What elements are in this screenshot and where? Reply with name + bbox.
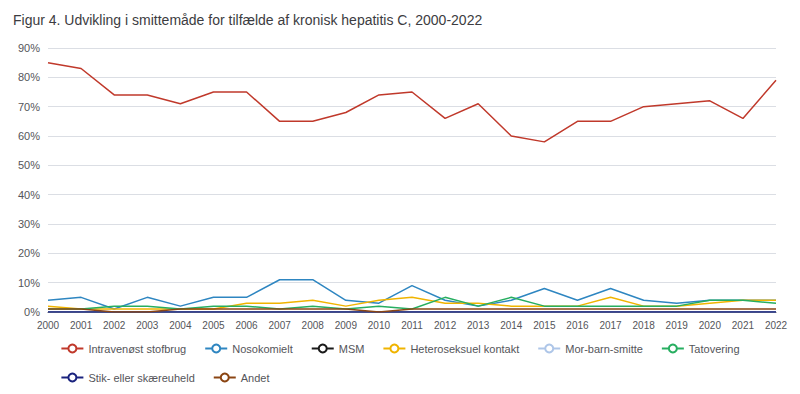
svg-text:Tatovering: Tatovering [689,343,740,355]
svg-text:0%: 0% [24,306,40,318]
svg-text:2020: 2020 [699,320,722,331]
svg-text:70%: 70% [18,101,40,113]
svg-text:2004: 2004 [169,320,192,331]
svg-text:2022: 2022 [765,320,788,331]
svg-text:2007: 2007 [269,320,292,331]
svg-text:2017: 2017 [599,320,622,331]
svg-text:60%: 60% [18,130,40,142]
svg-text:Figur 4. Udvikling i smittemåd: Figur 4. Udvikling i smittemåde for tilf… [13,12,482,28]
svg-text:2014: 2014 [500,320,523,331]
svg-text:50%: 50% [18,159,40,171]
svg-text:2018: 2018 [633,320,656,331]
svg-text:2013: 2013 [467,320,490,331]
svg-text:20%: 20% [18,247,40,259]
svg-text:2002: 2002 [103,320,126,331]
svg-text:2021: 2021 [732,320,755,331]
svg-text:Andet: Andet [241,372,270,384]
svg-text:MSM: MSM [339,343,365,355]
svg-text:2010: 2010 [368,320,391,331]
svg-text:2009: 2009 [335,320,358,331]
svg-text:2003: 2003 [136,320,159,331]
svg-text:Nosokomielt: Nosokomielt [232,343,293,355]
svg-text:Stik- eller skæreuheld: Stik- eller skæreuheld [88,372,194,384]
svg-text:2016: 2016 [566,320,589,331]
svg-text:10%: 10% [18,277,40,289]
svg-text:2019: 2019 [666,320,689,331]
svg-text:2011: 2011 [401,320,423,331]
svg-text:40%: 40% [18,189,40,201]
svg-text:Mor-barn-smitte: Mor-barn-smitte [565,343,643,355]
svg-text:2005: 2005 [202,320,225,331]
svg-text:2000: 2000 [37,320,60,331]
svg-text:2015: 2015 [533,320,556,331]
svg-text:30%: 30% [18,218,40,230]
svg-text:2012: 2012 [434,320,457,331]
svg-text:2001: 2001 [70,320,93,331]
svg-text:90%: 90% [18,42,40,54]
svg-text:Heteroseksuel kontakt: Heteroseksuel kontakt [410,343,519,355]
svg-text:2008: 2008 [302,320,325,331]
svg-text:Intravenøst stofbrug: Intravenøst stofbrug [88,343,186,355]
svg-text:80%: 80% [18,71,40,83]
svg-text:2006: 2006 [235,320,258,331]
